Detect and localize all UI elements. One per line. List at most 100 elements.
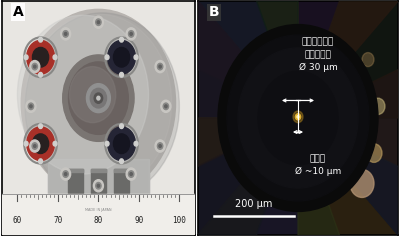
Wedge shape [240,118,298,236]
Polygon shape [48,159,148,194]
Circle shape [93,16,104,28]
Wedge shape [298,0,356,118]
Wedge shape [160,0,298,118]
Circle shape [30,140,40,152]
Text: MADE IN JAPAN: MADE IN JAPAN [85,208,112,212]
Text: 90: 90 [134,216,144,225]
Circle shape [159,145,161,148]
Bar [2,194,195,235]
Circle shape [32,134,49,153]
Wedge shape [192,0,298,118]
Bar [114,169,129,172]
Circle shape [126,28,136,40]
Circle shape [96,19,101,25]
Wedge shape [298,0,400,118]
Circle shape [161,100,171,112]
Circle shape [63,31,68,37]
Circle shape [105,141,109,146]
Circle shape [53,141,57,146]
Circle shape [93,180,104,192]
Wedge shape [165,0,298,118]
Circle shape [130,173,132,176]
Wedge shape [298,118,353,236]
Wedge shape [298,0,400,118]
Circle shape [297,116,299,118]
Circle shape [120,124,124,129]
Circle shape [26,100,36,112]
Wedge shape [243,0,298,118]
Circle shape [61,28,71,40]
Circle shape [120,37,124,42]
Wedge shape [298,54,400,118]
Circle shape [130,33,132,35]
Wedge shape [298,118,400,236]
Text: 80: 80 [94,216,103,225]
Circle shape [39,72,42,77]
Circle shape [64,33,67,35]
Circle shape [248,97,252,102]
Circle shape [68,62,128,134]
Circle shape [227,35,369,201]
Circle shape [24,55,28,60]
Text: 100: 100 [172,216,186,225]
Circle shape [34,65,36,68]
Wedge shape [192,118,298,236]
Circle shape [30,60,40,73]
Circle shape [371,98,385,114]
Circle shape [293,111,303,123]
Text: B: B [209,5,220,19]
Circle shape [163,103,168,110]
Wedge shape [298,118,400,236]
Circle shape [120,159,124,164]
Bar [68,169,82,193]
Wedge shape [298,118,400,185]
Circle shape [238,48,358,188]
Bar [68,169,82,172]
Circle shape [63,55,134,141]
Text: A: A [13,5,23,19]
Circle shape [239,110,245,117]
Circle shape [21,9,176,196]
Circle shape [39,159,42,164]
Circle shape [64,173,67,176]
Circle shape [134,141,138,146]
Wedge shape [148,118,298,185]
Circle shape [70,67,116,123]
Circle shape [18,15,148,174]
Wedge shape [298,51,400,118]
Circle shape [126,168,136,180]
Wedge shape [154,118,298,182]
Circle shape [63,171,68,177]
Wedge shape [148,51,298,118]
Circle shape [97,96,100,100]
Circle shape [128,171,134,177]
Circle shape [105,55,109,60]
Circle shape [61,168,71,180]
Circle shape [108,40,136,74]
Circle shape [108,127,136,160]
Wedge shape [298,0,400,118]
Circle shape [114,47,130,67]
Circle shape [128,31,134,37]
Wedge shape [240,0,298,118]
Bar [114,169,129,193]
Bar [91,169,106,193]
Circle shape [27,127,54,160]
Circle shape [120,72,124,77]
Circle shape [165,105,167,108]
Wedge shape [298,118,356,236]
Wedge shape [298,118,400,236]
Text: 200 μm: 200 μm [235,199,273,209]
Circle shape [350,169,374,198]
Wedge shape [196,118,298,236]
Text: ダイヤモンド
キュレット
Ø 30 μm: ダイヤモンド キュレット Ø 30 μm [299,38,337,72]
Circle shape [90,88,106,108]
Circle shape [39,124,42,129]
Circle shape [25,13,179,200]
Circle shape [97,21,100,24]
Circle shape [94,93,103,103]
Polygon shape [48,159,148,194]
Circle shape [28,103,34,110]
Circle shape [24,141,28,146]
Circle shape [155,140,165,152]
